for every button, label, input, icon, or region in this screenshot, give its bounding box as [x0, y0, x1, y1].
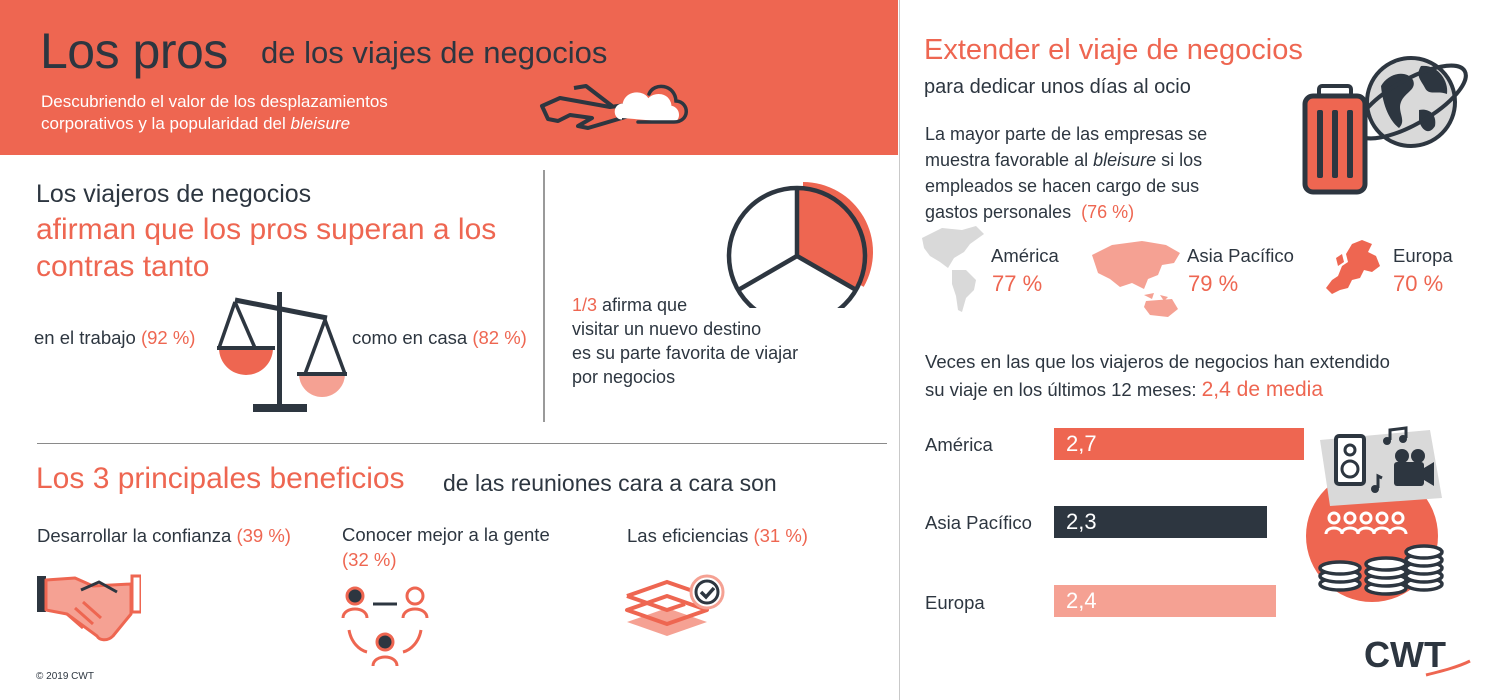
- header-banner: [0, 0, 898, 155]
- home-value: (82 %): [472, 327, 527, 348]
- bar-category-label: Asia Pacífico: [925, 512, 1032, 533]
- benefit-knowing-people: Conocer mejor a la gente: [342, 524, 550, 545]
- region-name-europe: Europa: [1393, 245, 1453, 266]
- bar-value-label: 2,7: [1066, 431, 1097, 456]
- page-title-rest: de los viajes de negocios: [261, 35, 608, 70]
- benefit-label: Desarrollar la confianza: [37, 525, 232, 546]
- home-stat: como en casa (82 %): [352, 327, 527, 349]
- extension-text: su viaje en los últimos 12 meses:: [925, 379, 1202, 400]
- header-subtitle-text: corporativos y la popularidad del: [41, 114, 291, 133]
- bar-asia-pacific: 2,3: [1054, 506, 1267, 538]
- paragraph-text: si los: [1156, 150, 1203, 170]
- asia-pacific-map-icon: [1092, 241, 1180, 317]
- paragraph-line3: empleados se hacen cargo de sus: [925, 176, 1200, 196]
- paragraph-line4: gastos personales (76 %): [925, 199, 1207, 225]
- bar-value-label: 2,4: [1066, 588, 1097, 613]
- benefit-trust: Desarrollar la confianza (39 %): [37, 525, 291, 547]
- destination-line3: es su parte favorita de viajar: [572, 343, 799, 363]
- region-value-america: 77 %: [992, 271, 1043, 296]
- paragraph-line2: muestra favorable al bleisure si los: [925, 147, 1207, 173]
- bar-value-label: 2,3: [1066, 509, 1097, 534]
- column-divider: [899, 0, 900, 700]
- benefit-value: (39 %): [236, 525, 291, 546]
- europe-map-icon: [1326, 240, 1380, 294]
- benefit-label: Las eficiencias: [627, 525, 749, 546]
- header-subtitle-italic: bleisure: [290, 114, 351, 133]
- page-title: Los pros: [40, 23, 228, 79]
- region-name-america: América: [991, 245, 1059, 266]
- benefit-knowing-people-value: (32 %): [342, 549, 397, 570]
- header-subtitle-line2: corporativos y la popularidad del bleisu…: [41, 114, 350, 134]
- people-network-icon: [341, 586, 429, 667]
- section-divider-horizontal: [37, 443, 887, 444]
- work-label: en el trabajo: [34, 327, 136, 348]
- bleisure-subheading: para dedicar unos días al ocio: [924, 76, 1191, 98]
- handshake-icon: [37, 574, 141, 642]
- benefits-heading: Los 3 principales beneficios: [36, 462, 405, 495]
- cwt-logo: CWT: [1364, 635, 1471, 677]
- cwt-logo-text: CWT: [1364, 635, 1446, 675]
- bleisure-heading: Extender el viaje de negocios: [924, 34, 1303, 66]
- destination-line4: por negocios: [572, 367, 676, 387]
- home-label: como en casa: [352, 327, 468, 348]
- balance-scale-icon: [217, 292, 347, 412]
- benefit-value: (31 %): [753, 525, 808, 546]
- plane-cloud-icon: [540, 84, 688, 130]
- header-subtitle-line1: Descubriendo el valor de los desplazamie…: [41, 92, 388, 111]
- work-value: (92 %): [140, 327, 196, 348]
- bar-category-label: América: [925, 434, 993, 455]
- paragraph-line1: La mayor parte de las empresas se: [925, 124, 1208, 144]
- copyright-notice: © 2019 CWT: [36, 671, 94, 682]
- bar-america: 2,7: [1054, 428, 1304, 460]
- paragraph-value: (76 %): [1081, 202, 1135, 222]
- paragraph-text: gastos personales: [925, 202, 1072, 222]
- pros-heading-line2: afirman que los pros superan a los: [36, 213, 497, 246]
- work-stat: en el trabajo (92 %): [34, 327, 195, 349]
- region-value-europe: 70 %: [1393, 271, 1444, 296]
- paragraph-text: muestra favorable al: [925, 150, 1094, 170]
- destination-line1: afirma que: [597, 295, 688, 315]
- fraction-value: 1/3: [572, 295, 598, 315]
- americas-map-icon: [922, 226, 984, 312]
- destination-line2: visitar un nuevo destino: [572, 319, 762, 339]
- benefits-heading-rest: de las reuniones cara a cara son: [443, 470, 777, 496]
- region-name-asia: Asia Pacífico: [1187, 245, 1294, 266]
- bar-europe: 2,4: [1054, 585, 1276, 617]
- bleisure-paragraph: La mayor parte de las empresas se muestr…: [925, 121, 1207, 225]
- extension-text-line2: su viaje en los últimos 12 meses: 2,4 de…: [925, 378, 1323, 402]
- pros-heading-line1: Los viajeros de negocios: [36, 180, 312, 208]
- section-divider-vertical: [543, 170, 545, 422]
- one-third-pie-icon: [726, 182, 873, 308]
- extension-text-line1: Veces en las que los viajeros de negocio…: [925, 351, 1390, 372]
- suitcase-globe-icon: [1302, 56, 1468, 195]
- leisure-activities-icon: [1306, 426, 1444, 602]
- paragraph-italic: bleisure: [1093, 150, 1157, 170]
- benefit-efficiencies: Las eficiencias (31 %): [627, 525, 808, 547]
- extension-average: 2,4 de media: [1201, 378, 1324, 401]
- bar-category-label: Europa: [925, 592, 985, 613]
- layers-check-icon: [625, 574, 725, 636]
- region-value-asia: 79 %: [1188, 271, 1239, 296]
- pros-heading-line3: contras tanto: [36, 250, 210, 283]
- destination-stat: 1/3 afirma que visitar un nuevo destino …: [572, 293, 798, 389]
